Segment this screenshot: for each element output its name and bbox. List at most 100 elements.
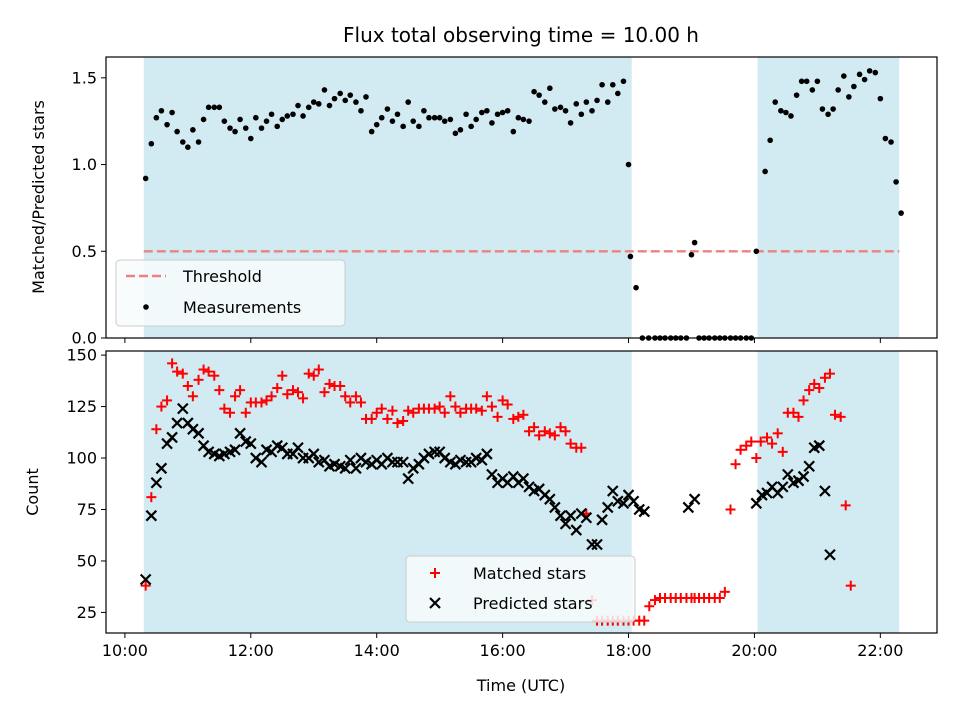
matched-stars-point (824, 368, 835, 379)
measurements-point (515, 114, 522, 121)
bot-y-tick-label: 100 (66, 449, 97, 468)
matched-stars-point (408, 407, 419, 418)
x-tick-label: 12:00 (228, 641, 274, 660)
matched-stars-point (335, 380, 346, 391)
top-y-tick-label: 0.5 (72, 242, 97, 261)
matched-stars-point (735, 444, 746, 455)
measurements-point (691, 239, 698, 246)
matched-stars-point (392, 418, 403, 429)
matched-stars-point (146, 492, 157, 503)
matched-stars-point (644, 601, 655, 612)
measurements-point (389, 118, 396, 124)
matched-stars-point (788, 407, 799, 418)
top-y-tick-label: 1.5 (72, 68, 97, 87)
matched-stars-point (746, 436, 757, 447)
measurements-point (169, 109, 175, 116)
chart-title: Flux total observing time = 10.00 h (343, 23, 699, 47)
measurements-point (778, 107, 784, 114)
matched-stars-point (486, 401, 497, 412)
bottom-y-axis-label: Count (23, 468, 42, 516)
measurements-point (499, 109, 506, 116)
matched-stars-legend-label: Matched stars (473, 564, 586, 583)
measurements-point (358, 107, 364, 114)
measurements-point (627, 253, 634, 260)
top-legend-box (115, 259, 346, 327)
matched-stars-point (382, 413, 393, 424)
predicted-stars-point (150, 476, 163, 489)
measurements-point (788, 113, 794, 119)
matched-stars-point (793, 411, 804, 422)
predicted-stars-point (591, 538, 603, 551)
matched-stars-point (167, 358, 178, 369)
predicted-stars-point (229, 444, 241, 456)
predicted-stars-legend-marker (429, 597, 441, 609)
matched-stars-point (209, 370, 220, 381)
x-tick-label: 14:00 (354, 641, 400, 660)
measurements-point (258, 125, 265, 131)
matched-stars-point (471, 403, 482, 414)
measurements-legend-label: Measurements (183, 298, 301, 317)
predicted-stars-point (607, 485, 619, 497)
matched-stars-point (549, 430, 560, 441)
measurements-point (180, 139, 186, 145)
matched-stars-point (214, 385, 225, 396)
predicted-stars-point (688, 493, 701, 505)
measurements-point (295, 102, 301, 109)
measurements-point (856, 71, 863, 78)
matched-stars-point (450, 401, 461, 412)
measurements-point (830, 106, 836, 112)
bottom-legend-box (405, 555, 636, 623)
matched-stars-point (429, 403, 440, 414)
predicted-stars-point (580, 511, 593, 524)
predicted-stars-point (192, 427, 205, 440)
matched-stars-point (277, 370, 288, 381)
measurements-point (363, 94, 369, 100)
measurements-point (468, 123, 474, 130)
measurements-point (772, 99, 779, 105)
measurements-point (221, 118, 228, 124)
measurements-point (279, 116, 286, 123)
matched-stars-point (272, 383, 283, 394)
measurements-point (526, 118, 532, 124)
measurements-point (253, 114, 259, 121)
predicted-stars-point (339, 462, 352, 475)
matched-stars-point (539, 426, 550, 437)
matched-stars-point (481, 391, 492, 402)
measurements-point (489, 120, 495, 126)
measurements-point (416, 123, 422, 130)
predicted-stars-point (486, 468, 498, 481)
matched-stars-point (387, 405, 398, 416)
x-tick-label: 18:00 (605, 641, 651, 660)
matched-stars-point (534, 430, 545, 441)
measurements-point (536, 92, 542, 98)
predicted-stars-point (155, 462, 168, 475)
measurements-point (142, 175, 149, 182)
measurements-point (510, 128, 517, 135)
matched-stars-point (198, 364, 209, 375)
matched-stars-point (524, 426, 535, 437)
predicted-stars-point (824, 549, 836, 561)
predicted-stars-point (554, 509, 567, 522)
measurements-point (589, 107, 595, 114)
measurements-point (441, 118, 448, 124)
measurements-point (851, 83, 857, 90)
bottom-plot-frame (105, 350, 938, 634)
matched-stars-point (266, 391, 277, 402)
bot-y-tick-label: 150 (66, 346, 97, 365)
measurements-point (494, 111, 501, 118)
measurements-point (353, 99, 359, 105)
matched-stars-point (371, 407, 382, 418)
matched-stars-point (804, 385, 815, 396)
matched-stars-point (319, 387, 330, 398)
matched-stars-point (240, 407, 251, 418)
measurements-point (620, 78, 627, 85)
measurements-point (237, 116, 243, 123)
measurements-point (378, 114, 385, 121)
x-tick-label: 22:00 (857, 641, 903, 660)
matched-stars-point (767, 438, 778, 449)
matched-stars-point (845, 580, 856, 591)
measurements-point (814, 78, 821, 85)
measurements-point (148, 140, 155, 147)
matched-stars-point (714, 593, 725, 604)
measurements-point (337, 90, 343, 97)
